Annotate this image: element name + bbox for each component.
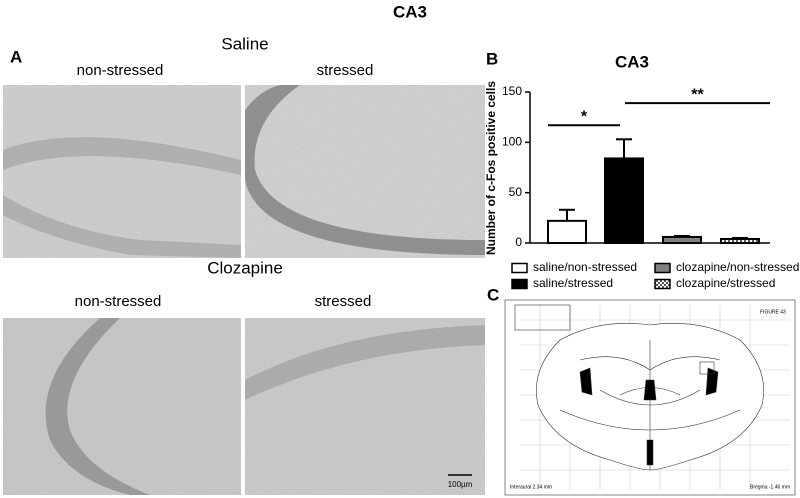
micrograph [245,85,485,258]
y-tick-label: 0 [515,235,522,249]
legend-swatch [511,262,528,274]
y-tick-label: 50 [509,185,523,199]
legend-swatch [654,278,671,290]
row-title: Clozapine [207,258,283,277]
atlas-figure-number: FIGURE 43 [760,309,786,315]
micrograph [3,85,241,258]
significance-label: ** [691,86,704,103]
legend-label: clozapine/stressed [676,276,775,290]
legend-label: saline/non-stressed [533,260,637,274]
bar [720,237,760,244]
y-tick-label: 100 [502,135,522,149]
legend-swatch [511,278,528,290]
row-title: Saline [221,34,268,53]
bar [604,157,644,244]
panel-label: B [486,49,498,68]
y-axis-title: Number of c-Fos positive cells [484,81,498,255]
micrograph [245,318,485,495]
bar [662,235,702,245]
column-title: stressed [317,62,374,79]
panel-label: A [10,47,22,66]
micrograph [3,318,241,495]
column-title: stressed [315,293,372,310]
column-title: non-stressed [77,62,164,79]
atlas-diagram [504,299,796,496]
bar-chart: 050100150***saline/non-stressedsaline/st… [502,84,799,290]
chart-title: CA3 [615,52,649,71]
significance-label: * [581,108,588,125]
panel-label: C [487,285,499,304]
atlas-interaural: Interaural 2.34 mm [510,484,552,490]
bar [547,219,587,244]
legend-label: clozapine/non-stressed [676,260,799,274]
legend-label: saline/stressed [533,276,613,290]
column-title: non-stressed [75,293,162,310]
atlas-bregma: Bregma -1.46 mm [750,484,790,490]
figure-title: CA3 [393,2,427,21]
y-tick-label: 150 [502,84,522,98]
scale-bar-label: 100µm [448,480,473,489]
legend-swatch [654,262,671,274]
